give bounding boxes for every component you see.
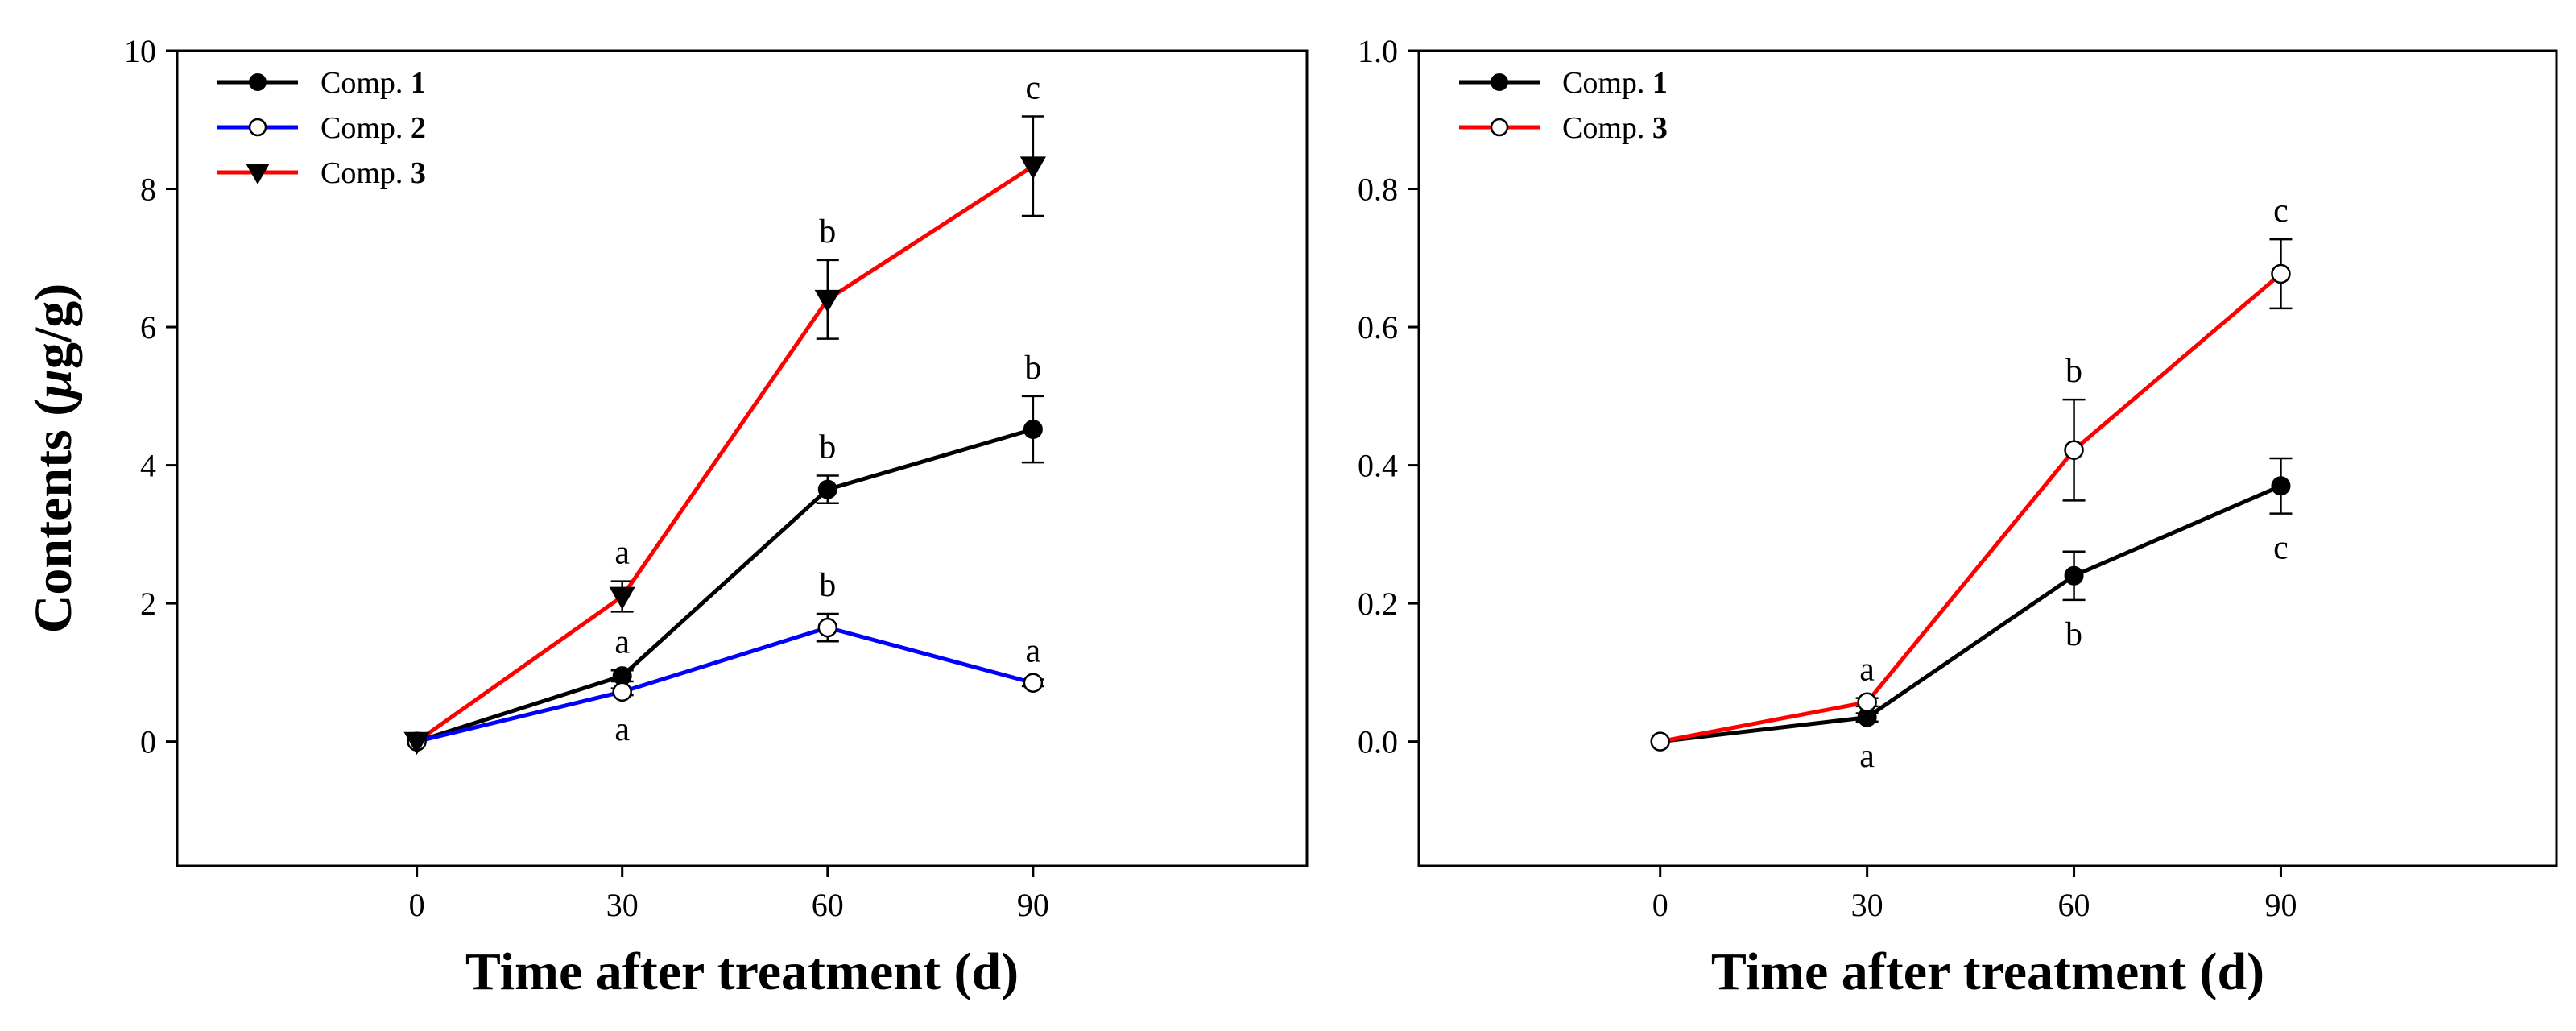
series-3: a b c [1650, 193, 2293, 752]
legend-item-3: Comp. 3 [217, 156, 426, 190]
x-tick-label: 60 [812, 887, 844, 923]
y-tick-label: 2 [140, 586, 156, 622]
left-panel: 0 30 60 90 0 2 4 6 8 10 Time after treatment (d) Co… [24, 33, 1309, 1001]
x-tick-label: 30 [1851, 887, 1883, 923]
legend: Comp. 1 Comp. 3 [1459, 66, 1668, 145]
series-2: a b a [407, 567, 1044, 752]
y-tick-label: 1.0 [1358, 33, 1398, 69]
legend-label: Comp. 2 [320, 111, 426, 145]
data-point [1857, 692, 1877, 712]
y-tick-label: 0.2 [1358, 586, 1398, 622]
series-1: a b c [1650, 457, 2293, 775]
series-line [1660, 484, 2282, 744]
legend: Comp. 1 Comp. 2 Comp. 3 [217, 66, 426, 190]
x-tick-label: 90 [1017, 887, 1049, 923]
data-point [814, 289, 841, 313]
y-axis-title: Contents (μg/g) [24, 284, 83, 634]
legend-item-1: Comp. 1 [1459, 66, 1668, 100]
significance-label: c [2273, 530, 2289, 567]
right-panel: 0 30 60 90 0.0 0.2 0.4 0.6 0.8 1.0 Time after trea… [1358, 33, 2558, 1001]
legend-item-2: Comp. 2 [217, 111, 426, 145]
significance-label: a [1859, 738, 1875, 775]
significance-label: a [614, 623, 630, 660]
significance-label: b [2065, 353, 2082, 390]
y-tick-label: 8 [140, 172, 156, 208]
data-point [1019, 156, 1047, 180]
legend-item-3: Comp. 3 [1459, 111, 1668, 145]
series-line [416, 625, 1034, 744]
significance-label: a [614, 535, 630, 572]
significance-label: b [1024, 350, 1041, 387]
series-1: a b b [407, 350, 1044, 752]
plot-frame [176, 49, 1309, 867]
x-tick-label: 30 [606, 887, 639, 923]
data-point [2064, 565, 2084, 586]
series-line [1660, 272, 2283, 744]
significance-label: a [1026, 632, 1041, 669]
y-tick-label: 0 [140, 724, 156, 760]
data-point [1650, 731, 1670, 752]
legend-label: Comp. 1 [1562, 66, 1668, 100]
significance-label: c [1026, 69, 1041, 106]
x-tick-label: 0 [1652, 887, 1668, 923]
significance-label: b [819, 429, 836, 466]
y-tick-label: 10 [124, 33, 156, 69]
significance-label: a [614, 711, 630, 748]
data-point [817, 617, 838, 638]
x-axis-title: Time after treatment (d) [1711, 942, 2264, 1001]
significance-label: b [819, 567, 836, 604]
y-tick-label: 0.8 [1358, 172, 1398, 208]
data-point [2271, 476, 2291, 496]
y-tick-label: 0.6 [1358, 309, 1398, 346]
legend-label: Comp. 3 [1562, 111, 1668, 145]
series-line [416, 164, 1035, 743]
legend-label: Comp. 1 [320, 66, 426, 100]
significance-label: b [2065, 616, 2082, 653]
data-point [1490, 118, 1509, 137]
data-point [609, 586, 635, 610]
data-point [2271, 263, 2291, 284]
y-tick-label: 0.4 [1358, 448, 1398, 484]
legend-item-1: Comp. 1 [217, 66, 426, 100]
data-point [249, 73, 267, 91]
data-point [2064, 440, 2084, 460]
x-axis-title: Time after treatment (d) [465, 942, 1019, 1001]
data-point [403, 731, 430, 755]
data-point [1023, 673, 1044, 693]
y-tick-label: 0.0 [1358, 724, 1398, 760]
data-point [1491, 73, 1508, 91]
data-point [817, 479, 837, 499]
data-point [248, 118, 267, 137]
y-tick-label: 6 [140, 309, 156, 346]
series-3: a b c [403, 69, 1047, 755]
data-point [1023, 419, 1043, 439]
x-tick-label: 0 [409, 887, 425, 923]
data-point [612, 681, 632, 702]
x-tick-label: 90 [2264, 887, 2297, 923]
series-line [416, 427, 1034, 744]
data-point [246, 164, 270, 185]
significance-label: a [1859, 652, 1875, 689]
y-tick-label: 4 [140, 448, 156, 484]
significance-label: c [2273, 193, 2289, 230]
plot-frame [1417, 49, 2558, 867]
significance-label: b [819, 213, 836, 251]
legend-label: Comp. 3 [320, 156, 426, 190]
x-tick-label: 60 [2058, 887, 2090, 923]
